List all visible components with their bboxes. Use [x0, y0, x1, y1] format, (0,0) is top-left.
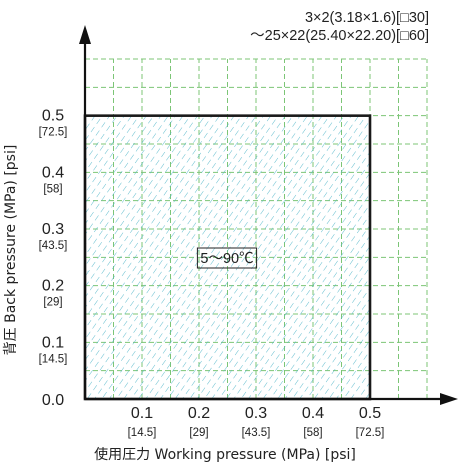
y-tick-sublabel: [29]: [43, 297, 62, 309]
x-tick-label: 0.2: [188, 405, 210, 422]
y-tick-label: 0.4: [42, 164, 64, 181]
x-axis-label: 使用圧力 Working pressure (MPa) [psi]: [94, 446, 356, 463]
x-tick-label: 0.4: [302, 405, 324, 422]
tick-labels: 0.1 [14.5] 0.2 [29] 0.3 [43.5] 0.4 [58] 0.5 [72.5…: [39, 108, 385, 439]
x-tick-sublabel: [14.5]: [128, 427, 157, 439]
y-tick-label: 0.3: [42, 221, 64, 238]
y-tick-label: 0.0: [42, 392, 64, 409]
x-tick-sublabel: [58]: [303, 427, 322, 439]
y-tick-sublabel: [58]: [43, 183, 62, 195]
y-axis-arrow: [79, 25, 91, 44]
y-tick-sublabel: [14.5]: [39, 353, 68, 365]
x-tick-sublabel: [72.5]: [356, 427, 385, 439]
y-tick-label: 0.2: [42, 278, 64, 295]
y-tick-sublabel: [43.5]: [39, 240, 68, 252]
y-tick-label: 0.1: [42, 334, 64, 351]
operating-region-fill: [85, 115, 370, 400]
x-tick-label: 0.5: [359, 405, 381, 422]
spec-line-1: 3×2(3.18×1.6)[□30]: [305, 10, 429, 26]
region-label: 5～90℃: [200, 251, 253, 267]
x-tick-sublabel: [29]: [189, 427, 208, 439]
x-tick-label: 0.3: [245, 405, 267, 422]
x-tick-label: 0.1: [131, 405, 153, 422]
x-axis-arrow: [440, 393, 458, 405]
y-tick-label: 0.5: [42, 108, 64, 125]
spec-line-2: ～25×22(25.40×22.20)[□60]: [250, 28, 429, 44]
region-label-box: [196, 247, 258, 269]
x-tick-sublabel: [43.5]: [242, 427, 271, 439]
axes: [79, 25, 458, 405]
y-tick-sublabel: [72.5]: [39, 127, 68, 139]
y-axis-label: 背圧 Back pressure (MPa) [psi]: [3, 145, 19, 356]
